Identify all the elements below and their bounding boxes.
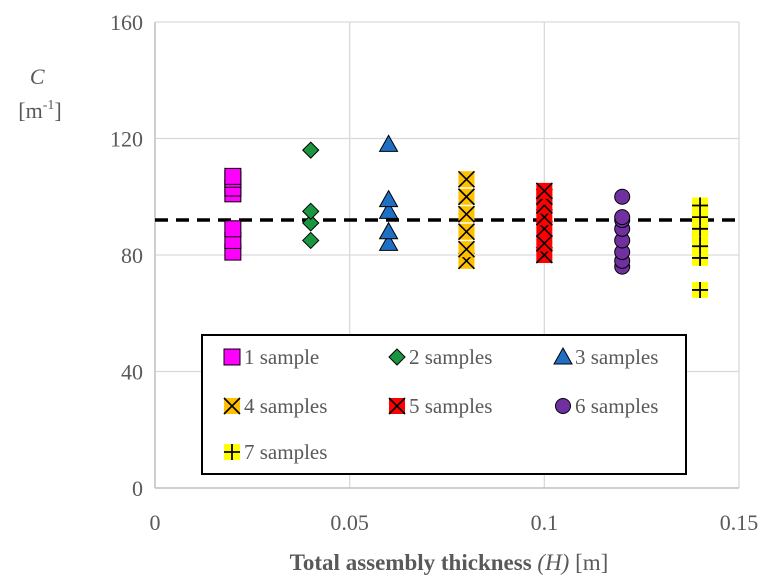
legend-label: 4 samples	[244, 394, 327, 418]
legend-marker	[555, 398, 571, 414]
y-tick-label: 40	[121, 360, 143, 385]
data-point-series-3	[378, 233, 399, 251]
legend-item: 6 samples	[555, 394, 658, 418]
legend-box	[201, 334, 687, 475]
y-tick-label: 120	[110, 127, 143, 152]
legend-label: 1 sample	[244, 345, 319, 369]
legend-item: 3 samples	[553, 345, 658, 369]
legend-item: 5 samples	[388, 394, 492, 418]
data-point-series-4	[457, 188, 476, 206]
x-tick-label: 0.1	[531, 510, 559, 535]
y-tick-label: 80	[121, 243, 143, 268]
legend-marker	[223, 348, 241, 366]
legend-marker	[224, 444, 240, 460]
data-point-series-4	[457, 223, 476, 241]
data-point-series-3	[378, 134, 399, 152]
x-axis-label: Total assembly thickness (H) [m]	[290, 550, 609, 575]
data-points	[224, 134, 709, 298]
legend-item: 1 sample	[223, 345, 319, 369]
data-point-series-2	[302, 202, 320, 221]
legend-marker	[553, 346, 573, 365]
legend-marker	[388, 397, 406, 415]
y-tick-label: 0	[132, 476, 143, 501]
data-point-series-3	[378, 201, 399, 219]
data-point-series-5	[535, 182, 553, 200]
data-point-series-3	[378, 221, 399, 240]
data-point-series-4	[457, 170, 476, 188]
legend-label: 5 samples	[409, 394, 492, 418]
y-axis-label: C [m-1]	[18, 64, 61, 123]
x-tick-label: 0.05	[330, 510, 369, 535]
axes	[154, 22, 739, 489]
data-point-series-2	[302, 231, 320, 250]
data-point-series-4	[457, 240, 476, 258]
legend-label: 2 samples	[409, 345, 492, 369]
x-tick-label: 0.15	[720, 510, 759, 535]
data-point-series-5	[535, 234, 553, 252]
legend-label: 6 samples	[575, 394, 658, 418]
legend-item: 7 samples	[224, 440, 327, 464]
y-axis-symbol: C	[30, 64, 45, 89]
y-axis-unit: [m-1]	[18, 98, 61, 123]
legend-label: 3 samples	[575, 345, 658, 369]
legend-marker	[388, 348, 406, 366]
legend-item: 2 samples	[388, 345, 492, 369]
tick-labels: 0 40 80 120 160 0 0.05 0.1 0.15	[110, 10, 758, 535]
data-point-series-1	[224, 220, 242, 238]
data-point-series-6	[614, 188, 631, 205]
legend-marker	[223, 397, 241, 415]
x-tick-label: 0	[150, 510, 161, 535]
legend: 1 sample 2 samples 3 samples 4 samples 5 sam…	[201, 334, 687, 475]
data-point-series-2	[302, 214, 320, 232]
data-point-series-3	[378, 189, 399, 208]
y-tick-label: 160	[110, 10, 143, 35]
data-point-series-4	[457, 205, 476, 223]
data-point-series-2	[302, 141, 320, 159]
data-point-series-7	[692, 197, 709, 214]
legend-item: 4 samples	[223, 394, 327, 418]
data-point-series-7	[692, 281, 709, 298]
legend-label: 7 samples	[244, 440, 327, 464]
data-point-series-1	[224, 167, 242, 185]
data-point-series-6	[614, 209, 631, 226]
